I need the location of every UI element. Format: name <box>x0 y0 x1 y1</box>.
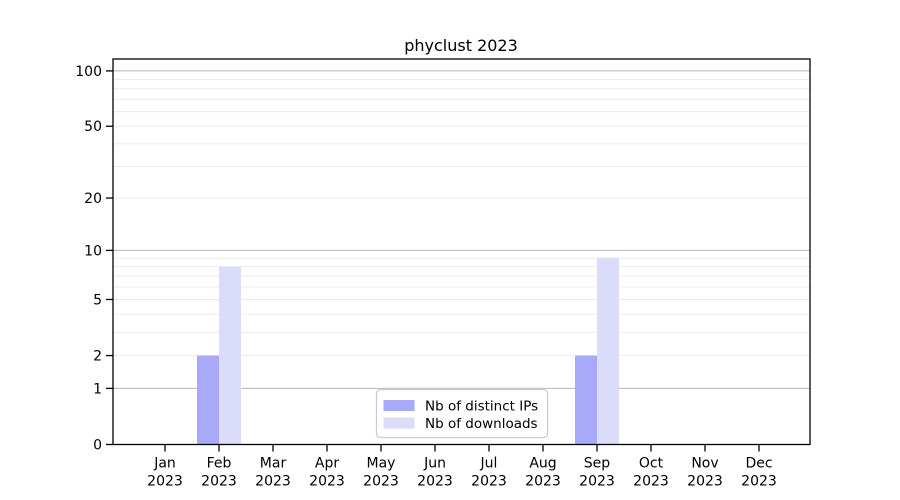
bar-downloads-feb <box>219 266 241 445</box>
x-tick-label-month: Jul <box>480 456 498 472</box>
x-tick-label-year: 2023 <box>255 474 291 490</box>
legend-label-0: Nb of distinct IPs <box>425 399 538 415</box>
y-tick-label: 100 <box>75 64 102 80</box>
gridlines <box>113 70 810 389</box>
legend-swatch-0 <box>383 400 415 411</box>
x-tick-label-month: Jun <box>423 456 446 472</box>
y-tick-label: 2 <box>93 349 102 365</box>
x-tick-label-month: Nov <box>691 456 718 472</box>
x-tick-label-year: 2023 <box>579 474 615 490</box>
x-tick-label-month: Sep <box>584 456 611 472</box>
x-tick-label-year: 2023 <box>741 474 777 490</box>
legend-swatch-1 <box>383 417 415 429</box>
y-tick-label: 0 <box>93 438 102 454</box>
x-tick-label-year: 2023 <box>687 474 723 490</box>
x-tick-label-month: Dec <box>745 456 772 472</box>
plot-frame <box>112 58 811 446</box>
x-axis: Jan 2023 Feb 2023 Mar 2023 Apr 2023 May 2023 Jun 20… <box>147 444 777 490</box>
x-tick-label-year: 2023 <box>525 474 561 490</box>
x-tick-label-month: Jan <box>153 456 176 472</box>
x-tick-label-month: Feb <box>207 456 232 472</box>
legend-box <box>375 388 549 439</box>
y-tick-label: 10 <box>84 243 102 259</box>
chart-title: phyclust 2023 <box>404 36 518 55</box>
x-tick-label-year: 2023 <box>417 474 453 490</box>
bars <box>197 258 619 445</box>
x-tick-label-year: 2023 <box>363 474 399 490</box>
y-tick-label: 20 <box>84 191 102 207</box>
x-tick-label-month: May <box>367 456 396 472</box>
x-tick-label-year: 2023 <box>633 474 669 490</box>
x-tick-label-month: Apr <box>315 456 339 472</box>
bar-distinct-ips-sep <box>575 355 597 445</box>
x-tick-label-year: 2023 <box>309 474 345 490</box>
y-tick-label: 50 <box>84 119 102 135</box>
y-tick-label: 1 <box>93 381 102 397</box>
x-tick-label-year: 2023 <box>201 474 237 490</box>
bar-distinct-ips-feb <box>197 355 219 445</box>
x-tick-label-month: Aug <box>529 456 556 472</box>
y-tick-label: 5 <box>93 292 102 308</box>
bar-downloads-sep <box>597 258 619 445</box>
x-tick-label-month: Oct <box>639 456 664 472</box>
x-tick-label-year: 2023 <box>471 474 507 490</box>
y-axis: 0 1 2 5 10 20 50 100 <box>75 64 113 454</box>
x-tick-label-month: Mar <box>260 456 287 472</box>
legend-label-1: Nb of downloads <box>425 416 538 432</box>
plot-border <box>112 58 811 446</box>
x-tick-label-year: 2023 <box>147 474 183 490</box>
